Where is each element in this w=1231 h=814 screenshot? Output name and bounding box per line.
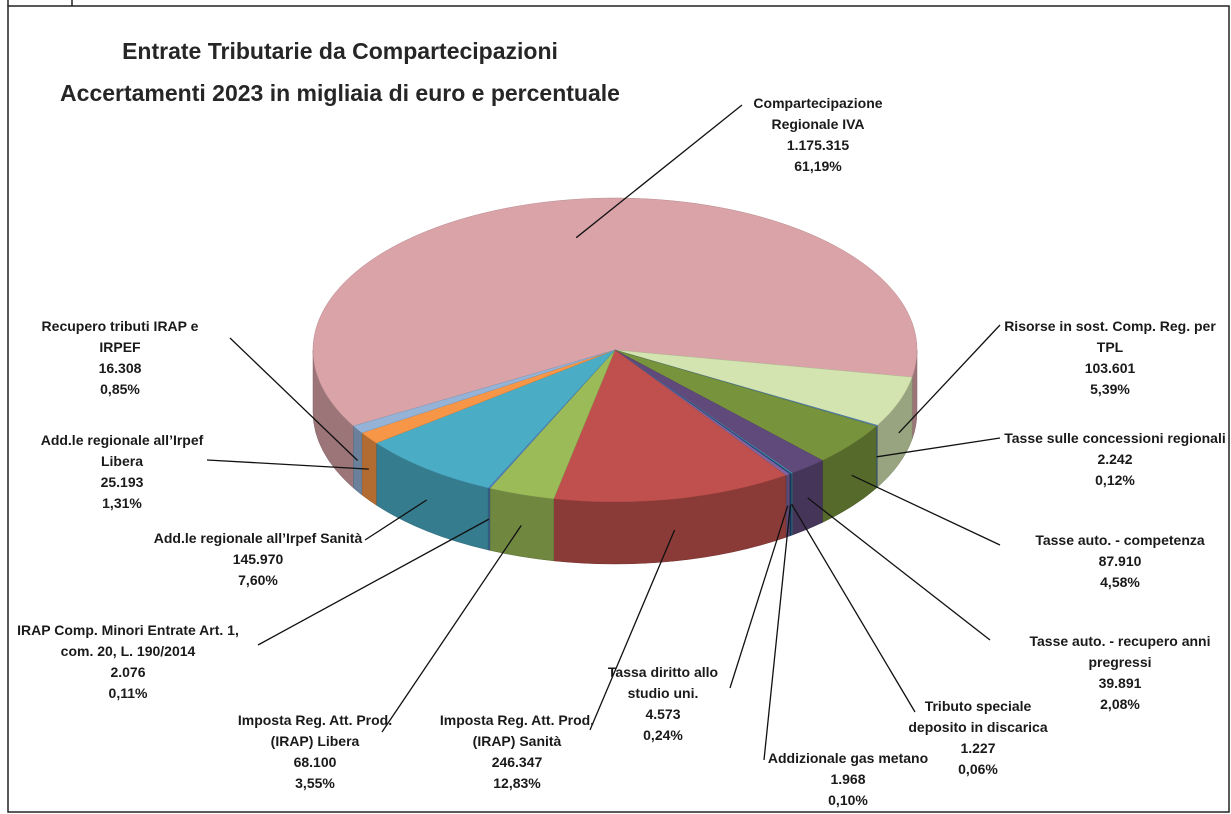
percent-label: 0,85% [100, 381, 140, 397]
percent-label: 0,06% [958, 761, 998, 777]
percent-label: 2,08% [1100, 696, 1140, 712]
data-label: Tasse auto. - competenza 87.910 4,58% [1005, 530, 1231, 593]
percent-label: 0,11% [108, 685, 148, 701]
category-label: Add.le regionale all’Irpef Libera [40, 432, 204, 469]
leader-line [791, 503, 916, 713]
leader-line [898, 324, 1001, 434]
percent-label: 0,24% [643, 727, 683, 743]
value-label: 16.308 [98, 360, 142, 376]
percent-label: 3,55% [295, 775, 335, 791]
category-label: Imposta Reg. Att. Prod. (IRAP) Sanità [439, 712, 595, 749]
category-label: Tassa diritto allo studio uni. [607, 664, 719, 701]
data-label: Tasse sulle concessioni regionali 2.242 0,… [1000, 428, 1230, 491]
data-label: Add.le regionale all’Irpef Libera 25.193 1… [37, 430, 207, 514]
category-label: Tasse sulle concessioni regionali [1004, 430, 1226, 446]
percent-label: 1,31% [102, 495, 142, 511]
category-label: Risorse in sost. Comp. Reg. per TPL [1004, 318, 1216, 355]
pie-slice [375, 349, 616, 489]
data-label: Imposta Reg. Att. Prod. (IRAP) Sanità 246… [427, 710, 607, 794]
category-label: Add.le regionale all’Irpef Sanità [153, 530, 363, 546]
data-label: Add.le regionale all’Irpef Sanità 145.970… [153, 528, 363, 591]
category-label: Compartecipazione Regionale IVA [753, 95, 883, 132]
category-label: Addizionale gas metano [767, 750, 929, 766]
data-label: Compartecipazione Regionale IVA 1.175.315… [733, 93, 903, 177]
leader-line [257, 518, 490, 646]
value-label: 145.970 [232, 551, 284, 567]
value-label: 2.242 [1097, 451, 1133, 467]
data-label: Tasse auto. - recupero anni pregressi 39.… [1000, 631, 1231, 715]
leader-line [206, 459, 369, 470]
value-label: 1.175.315 [786, 137, 850, 153]
leader-line [729, 505, 789, 689]
value-label: 25.193 [100, 474, 144, 490]
category-label: Imposta Reg. Att. Prod. (IRAP) Libera [237, 712, 393, 749]
percent-label: 7,60% [238, 572, 278, 588]
pie-slice [312, 197, 918, 427]
leader-line [364, 499, 428, 541]
category-label: Tasse auto. - competenza [1035, 532, 1205, 548]
leader-line [575, 104, 743, 239]
leader-line [876, 437, 1001, 458]
pie-side [489, 488, 554, 562]
value-label: 39.891 [1098, 675, 1142, 691]
data-label: Recupero tributi IRAP e IRPEF 16.308 0,85% [25, 316, 215, 400]
category-label: Recupero tributi IRAP e IRPEF [41, 318, 199, 355]
leader-line [851, 474, 1001, 546]
leader-line [229, 337, 359, 461]
frame [7, 5, 1230, 813]
pie-slice [553, 349, 787, 503]
data-label: IRAP Comp. Minori Entrate Art. 1, com. 2… [8, 620, 248, 704]
value-label: 87.910 [1098, 553, 1142, 569]
percent-label: 61,19% [794, 158, 842, 174]
leader-line [807, 497, 991, 641]
category-label: IRAP Comp. Minori Entrate Art. 1, com. 2… [17, 622, 239, 659]
percent-label: 0,12% [1095, 472, 1135, 488]
leader-line [589, 529, 676, 731]
percent-label: 4,58% [1100, 574, 1140, 590]
category-label: Tributo speciale deposito in discarica [908, 698, 1048, 735]
value-label: 103.601 [1084, 360, 1136, 376]
data-label: Tributo speciale deposito in discarica 1.… [908, 696, 1048, 780]
value-label: 4.573 [645, 706, 681, 722]
percent-label: 0,10% [828, 792, 868, 808]
percent-label: 5,39% [1090, 381, 1130, 397]
value-label: 2.076 [110, 664, 146, 680]
chart-title: Entrate Tributarie da Compartecipazioni [122, 38, 558, 64]
value-label: 1.227 [960, 740, 996, 756]
category-label: Tasse auto. - recupero anni pregressi [1029, 633, 1211, 670]
data-label: Imposta Reg. Att. Prod. (IRAP) Libera 68.… [230, 710, 400, 794]
data-label: Tassa diritto allo studio uni. 4.573 0,24% [598, 662, 728, 746]
leader-line [381, 525, 522, 733]
percent-label: 12,83% [493, 775, 541, 791]
pie-slice [352, 349, 616, 434]
data-label: Addizionale gas metano 1.968 0,10% [763, 748, 933, 811]
chart-title: Accertamenti 2023 in migliaia di euro e … [60, 80, 620, 106]
value-label: 246.347 [491, 754, 543, 770]
leader-line [763, 504, 792, 761]
pie-side [353, 425, 363, 496]
data-label: Risorse in sost. Comp. Reg. per TPL 103.6… [995, 316, 1225, 400]
value-label: 1.968 [830, 771, 866, 787]
value-label: 68.100 [293, 754, 337, 770]
